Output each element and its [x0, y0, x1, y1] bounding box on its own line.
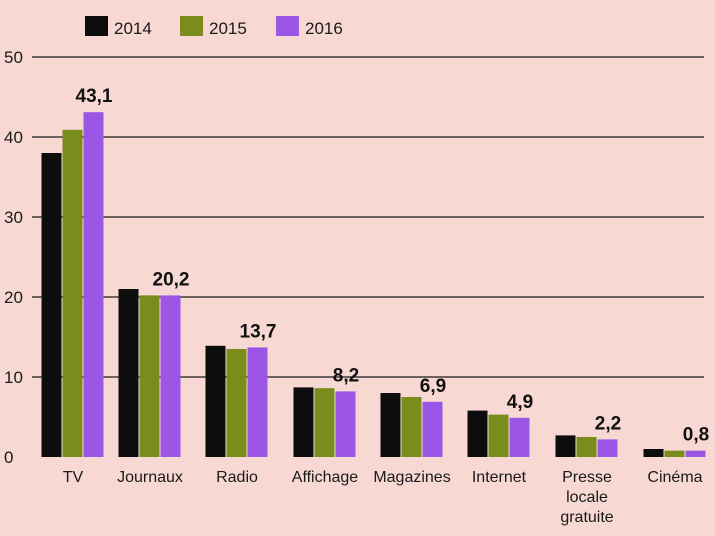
y-tick-label: 30 — [4, 208, 23, 227]
y-tick-label: 10 — [4, 368, 23, 387]
bar-2016 — [509, 417, 530, 457]
x-tick-label-line: Affichage — [292, 469, 359, 486]
x-tick-label-line: TV — [63, 469, 84, 486]
bar-2014 — [293, 387, 314, 457]
bar-2016 — [247, 347, 268, 457]
data-label: 2,2 — [595, 413, 621, 434]
x-tick-label: Cinéma — [647, 469, 702, 486]
x-tick-label-line: Radio — [216, 469, 258, 486]
x-tick-label: Presse locale gratuite — [560, 469, 613, 526]
y-tick-label: 50 — [4, 48, 23, 67]
legend-label: 2015 — [209, 19, 247, 38]
bar-2014 — [380, 393, 401, 457]
legend-swatch — [85, 16, 108, 36]
bar-2016 — [335, 391, 356, 457]
bar-2015 — [226, 349, 247, 457]
legend: 2014 2015 2016 — [85, 16, 343, 38]
bar-2014 — [555, 435, 576, 457]
data-label: 8,2 — [333, 365, 359, 386]
legend-label: 2014 — [114, 19, 152, 38]
x-tick-label-line: locale — [566, 489, 608, 506]
bar-2016 — [422, 401, 443, 457]
legend-label: 2016 — [305, 19, 343, 38]
label-layer: 43,1 TV 20,2 Journaux 13,7 Radio 8,2 Affichage 6… — [63, 86, 709, 526]
bar-2015 — [401, 397, 422, 457]
bar-2014 — [118, 289, 139, 457]
bar-2015 — [576, 437, 597, 457]
bar-2015 — [139, 295, 160, 457]
bar-2016 — [160, 295, 181, 457]
bar-2016 — [685, 450, 706, 457]
data-label: 13,7 — [240, 321, 277, 342]
x-tick-label: Internet — [472, 469, 527, 486]
y-tick-label: 0 — [4, 448, 13, 467]
data-label: 6,9 — [420, 376, 446, 397]
x-tick-label-line: Cinéma — [647, 469, 702, 486]
x-tick-label: Magazines — [373, 469, 450, 486]
data-label: 0,8 — [683, 425, 709, 446]
data-label: 4,9 — [507, 392, 533, 413]
bar-layer — [41, 112, 706, 458]
y-tick-label: 20 — [4, 288, 23, 307]
x-tick-label: TV — [63, 469, 84, 486]
x-tick-label-line: Internet — [472, 469, 527, 486]
data-label: 20,2 — [153, 269, 190, 290]
bar-2014 — [41, 153, 62, 457]
bar-2015 — [488, 414, 509, 457]
x-tick-label-line: gratuite — [560, 509, 613, 526]
bar-2014 — [643, 449, 664, 457]
bar-2015 — [62, 129, 83, 458]
data-label: 43,1 — [76, 86, 113, 107]
legend-swatch — [180, 16, 203, 36]
legend-swatch — [276, 16, 299, 36]
x-tick-label-line: Presse — [562, 469, 612, 486]
bar-2016 — [597, 439, 618, 457]
bar-2014 — [205, 345, 226, 457]
x-tick-label: Radio — [216, 469, 258, 486]
x-tick-label-line: Magazines — [373, 469, 450, 486]
x-tick-label: Journaux — [117, 469, 183, 486]
y-tick-label: 40 — [4, 128, 23, 147]
x-tick-label-line: Journaux — [117, 469, 183, 486]
x-tick-label: Affichage — [292, 469, 359, 486]
bar-2016 — [83, 112, 104, 457]
bar-2015 — [664, 450, 685, 457]
bar-2014 — [467, 410, 488, 457]
bar-2015 — [314, 388, 335, 457]
